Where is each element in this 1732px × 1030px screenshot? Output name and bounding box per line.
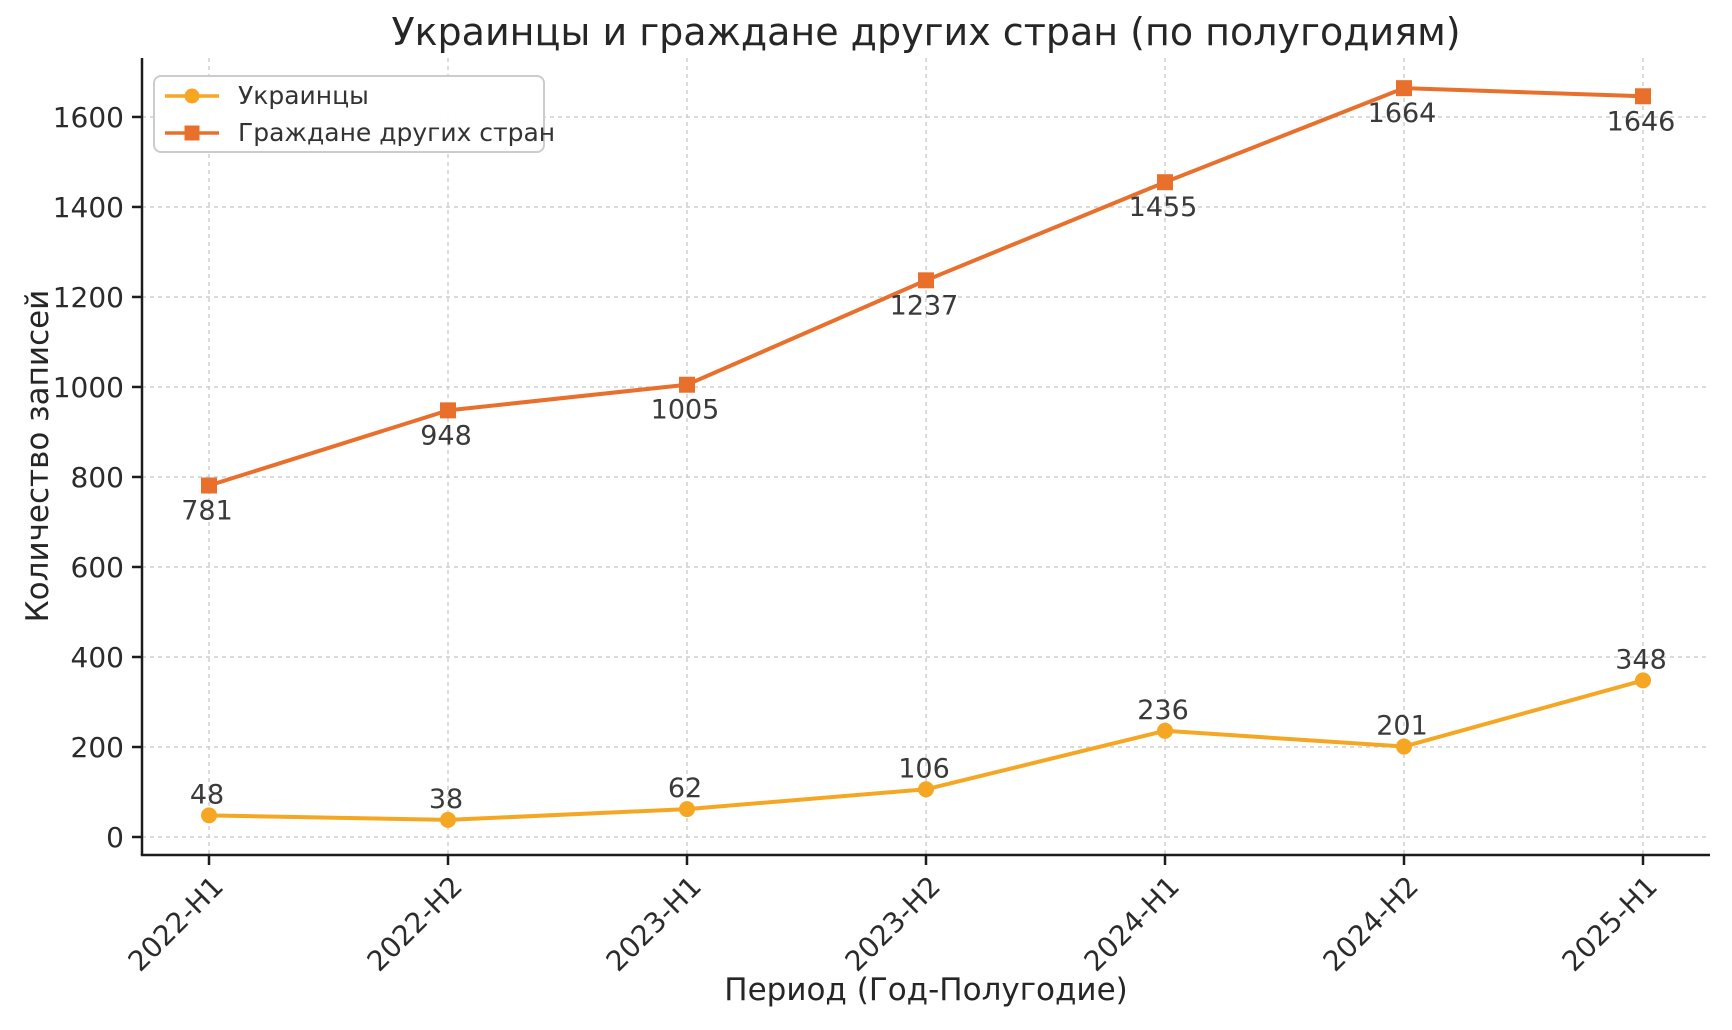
data-point-marker (679, 801, 695, 818)
x-tick-label: 2025-H1 (1556, 870, 1664, 978)
data-point-label: 1455 (1129, 192, 1198, 223)
y-tick-label: 1400 (53, 191, 124, 224)
y-tick-label: 400 (71, 641, 124, 674)
x-tick-label: 2024-H2 (1317, 870, 1425, 978)
legend-line-circle-icon (165, 88, 219, 103)
data-point-label: 1237 (890, 290, 959, 321)
data-point-marker (1396, 738, 1412, 755)
legend-item: Граждане других стран (155, 114, 555, 151)
data-point-marker (440, 402, 456, 419)
data-point-marker (1635, 672, 1651, 689)
data-point-label: 781 (181, 496, 233, 527)
x-axis-label: Период (Год-Полугодие) (724, 972, 1128, 1008)
y-tick-label: 600 (71, 551, 124, 584)
data-point-label: 48 (190, 779, 224, 810)
data-point-marker (440, 811, 456, 828)
data-point-label: 236 (1137, 695, 1189, 726)
y-tick-label: 800 (71, 461, 124, 494)
x-tick-label: 2022-H1 (122, 870, 230, 978)
data-point-marker (1396, 80, 1412, 97)
data-point-label: 38 (429, 784, 463, 815)
x-tick-label: 2022-H2 (361, 870, 469, 978)
y-tick-label: 1600 (53, 101, 124, 134)
data-point-label: 1664 (1368, 98, 1437, 129)
x-tick-label: 2023-H1 (600, 870, 708, 978)
data-point-marker (1635, 88, 1651, 105)
y-tick-label: 200 (71, 731, 124, 764)
y-tick-label: 1000 (53, 371, 124, 404)
legend-item-label: Украинцы (238, 81, 369, 110)
y-tick-label: 0 (106, 821, 124, 854)
y-tick-label: 1200 (53, 281, 124, 314)
legend: Украинцы Граждане других стран (153, 75, 555, 153)
x-tick-label: 2023-H2 (839, 870, 947, 978)
data-point-marker (201, 477, 217, 494)
legend-item: Украинцы (155, 77, 543, 114)
data-point-marker (679, 376, 695, 393)
data-point-marker (918, 272, 934, 289)
data-point-label: 1005 (651, 395, 720, 426)
data-point-label: 201 (1376, 711, 1428, 742)
chart-title: Украинцы и граждане других стран (по пол… (391, 10, 1461, 54)
data-point-marker (1157, 174, 1173, 191)
legend-line-square-icon (165, 125, 219, 140)
y-axis-label: Количество записей (20, 289, 56, 623)
data-point-label: 62 (668, 773, 702, 804)
data-point-marker (201, 807, 217, 824)
data-point-marker (1157, 722, 1173, 739)
x-tick-label: 2024-H1 (1078, 870, 1186, 978)
data-point-label: 948 (420, 420, 472, 451)
data-point-label: 348 (1615, 644, 1667, 675)
data-point-label: 1646 (1607, 106, 1676, 137)
legend-item-label: Граждане других стран (238, 118, 556, 147)
data-point-marker (918, 781, 934, 798)
data-point-label: 106 (898, 753, 950, 784)
